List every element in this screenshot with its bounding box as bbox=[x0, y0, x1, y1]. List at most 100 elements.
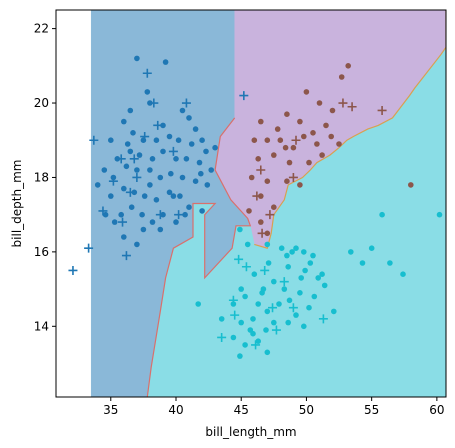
point-dot-0-26 bbox=[183, 156, 190, 162]
point-dot-0-47 bbox=[186, 204, 192, 210]
point-plus-0-5 bbox=[89, 135, 99, 145]
point-dot-2-31 bbox=[293, 312, 299, 318]
point-dot-0-12 bbox=[108, 137, 114, 143]
point-dot-1-14 bbox=[255, 156, 261, 162]
point-dot-0-7 bbox=[121, 118, 127, 125]
point-dot-1-21 bbox=[284, 178, 290, 184]
point-dot-1-33 bbox=[251, 137, 258, 143]
point-plus-1-5 bbox=[288, 172, 298, 182]
point-plus-0-14 bbox=[118, 217, 128, 227]
point-dot-2-46 bbox=[259, 290, 265, 296]
boundary-line-0 bbox=[146, 117, 252, 397]
point-dot-2-40 bbox=[242, 342, 248, 348]
point-plus-0-17 bbox=[68, 265, 78, 275]
point-dot-2-28 bbox=[264, 308, 271, 315]
point-dot-0-58 bbox=[157, 226, 164, 233]
point-dot-1-2 bbox=[303, 89, 310, 95]
point-dot-1-17 bbox=[306, 159, 312, 166]
point-plus-1-1 bbox=[347, 102, 357, 112]
point-dot-0-41 bbox=[121, 185, 127, 192]
point-dot-2-50 bbox=[302, 267, 308, 274]
point-dot-0-35 bbox=[168, 170, 174, 177]
point-plus-2-7 bbox=[217, 332, 227, 342]
point-plus-0-19 bbox=[168, 146, 178, 156]
point-dot-0-9 bbox=[192, 126, 199, 132]
point-dot-2-6 bbox=[301, 249, 307, 255]
point-dot-0-21 bbox=[127, 148, 134, 155]
point-plus-0-1 bbox=[149, 98, 159, 108]
point-dot-0-39 bbox=[94, 182, 101, 188]
point-dot-2-37 bbox=[285, 319, 292, 326]
point-plus-0-9 bbox=[108, 176, 118, 186]
point-dot-2-55 bbox=[238, 286, 244, 292]
boundary-line-1 bbox=[254, 10, 446, 249]
point-dot-1-13 bbox=[336, 141, 342, 147]
point-dot-0-60 bbox=[182, 211, 188, 218]
point-dot-0-15 bbox=[153, 137, 160, 143]
point-plus-0-8 bbox=[132, 172, 142, 182]
point-dot-0-64 bbox=[111, 219, 118, 225]
point-dot-2-1 bbox=[244, 241, 251, 248]
x-tick-label-3: 50 bbox=[299, 403, 314, 417]
point-dot-1-28 bbox=[264, 230, 271, 237]
y-tick-label-0: 14 bbox=[34, 319, 49, 333]
point-dot-0-40 bbox=[108, 193, 114, 199]
point-dot-0-53 bbox=[149, 219, 156, 225]
point-plus-0-6 bbox=[116, 154, 126, 164]
point-dot-0-59 bbox=[170, 193, 177, 199]
point-dot-1-15 bbox=[271, 152, 277, 158]
point-dot-0-22 bbox=[136, 152, 143, 158]
point-dot-1-9 bbox=[264, 137, 271, 143]
point-dot-0-0 bbox=[134, 55, 140, 62]
point-dot-1-16 bbox=[286, 159, 293, 166]
point-dot-0-38 bbox=[204, 182, 211, 188]
point-dot-1-0 bbox=[345, 63, 352, 69]
point-dot-2-43 bbox=[218, 316, 225, 322]
point-dot-0-28 bbox=[208, 167, 214, 173]
point-dot-0-55 bbox=[173, 219, 179, 225]
x-tick-label-4: 55 bbox=[364, 403, 379, 417]
point-dot-1-10 bbox=[277, 137, 284, 143]
point-plus-2-5 bbox=[288, 303, 298, 313]
point-dot-0-16 bbox=[166, 133, 173, 140]
x-tick-label-2: 45 bbox=[234, 403, 249, 417]
point-plus-2-2 bbox=[279, 277, 289, 287]
point-dot-2-38 bbox=[301, 323, 307, 330]
point-dot-2-13 bbox=[436, 211, 443, 218]
point-plus-0-12 bbox=[174, 210, 184, 220]
point-plus-1-0 bbox=[338, 98, 348, 108]
x-tick-label-5: 60 bbox=[429, 403, 444, 417]
point-dot-2-11 bbox=[319, 271, 325, 278]
point-dot-2-41 bbox=[255, 338, 261, 345]
point-plus-2-8 bbox=[251, 340, 261, 350]
point-dot-2-54 bbox=[250, 330, 256, 337]
point-dot-2-32 bbox=[306, 304, 312, 311]
point-dot-2-33 bbox=[238, 319, 244, 326]
point-dot-0-56 bbox=[121, 234, 127, 240]
point-dot-2-21 bbox=[271, 278, 277, 285]
point-dot-2-29 bbox=[276, 301, 282, 307]
y-axis-label: bill_depth_mm bbox=[10, 160, 24, 248]
point-plus-0-15 bbox=[84, 243, 94, 253]
point-dot-1-30 bbox=[328, 133, 335, 140]
point-dot-0-10 bbox=[199, 137, 205, 143]
plot-frame bbox=[55, 9, 447, 398]
point-dot-2-35 bbox=[263, 327, 269, 333]
point-dot-1-7 bbox=[323, 122, 329, 129]
x-axis-label: bill_length_mm bbox=[205, 425, 296, 439]
point-dot-2-30 bbox=[286, 297, 293, 304]
point-dot-0-65 bbox=[134, 241, 140, 248]
point-plus-2-11 bbox=[241, 262, 251, 272]
point-dot-2-53 bbox=[237, 353, 243, 359]
point-dot-2-24 bbox=[311, 293, 318, 300]
point-dot-1-20 bbox=[264, 178, 271, 184]
x-tick-label-0: 35 bbox=[103, 403, 118, 417]
point-dot-1-31 bbox=[310, 130, 316, 136]
point-dot-0-18 bbox=[188, 141, 195, 147]
point-dot-1-1 bbox=[338, 74, 345, 80]
point-dot-2-18 bbox=[400, 271, 406, 278]
point-dot-2-25 bbox=[321, 282, 328, 289]
point-dot-2-2 bbox=[264, 241, 271, 248]
point-dot-1-5 bbox=[284, 111, 290, 117]
